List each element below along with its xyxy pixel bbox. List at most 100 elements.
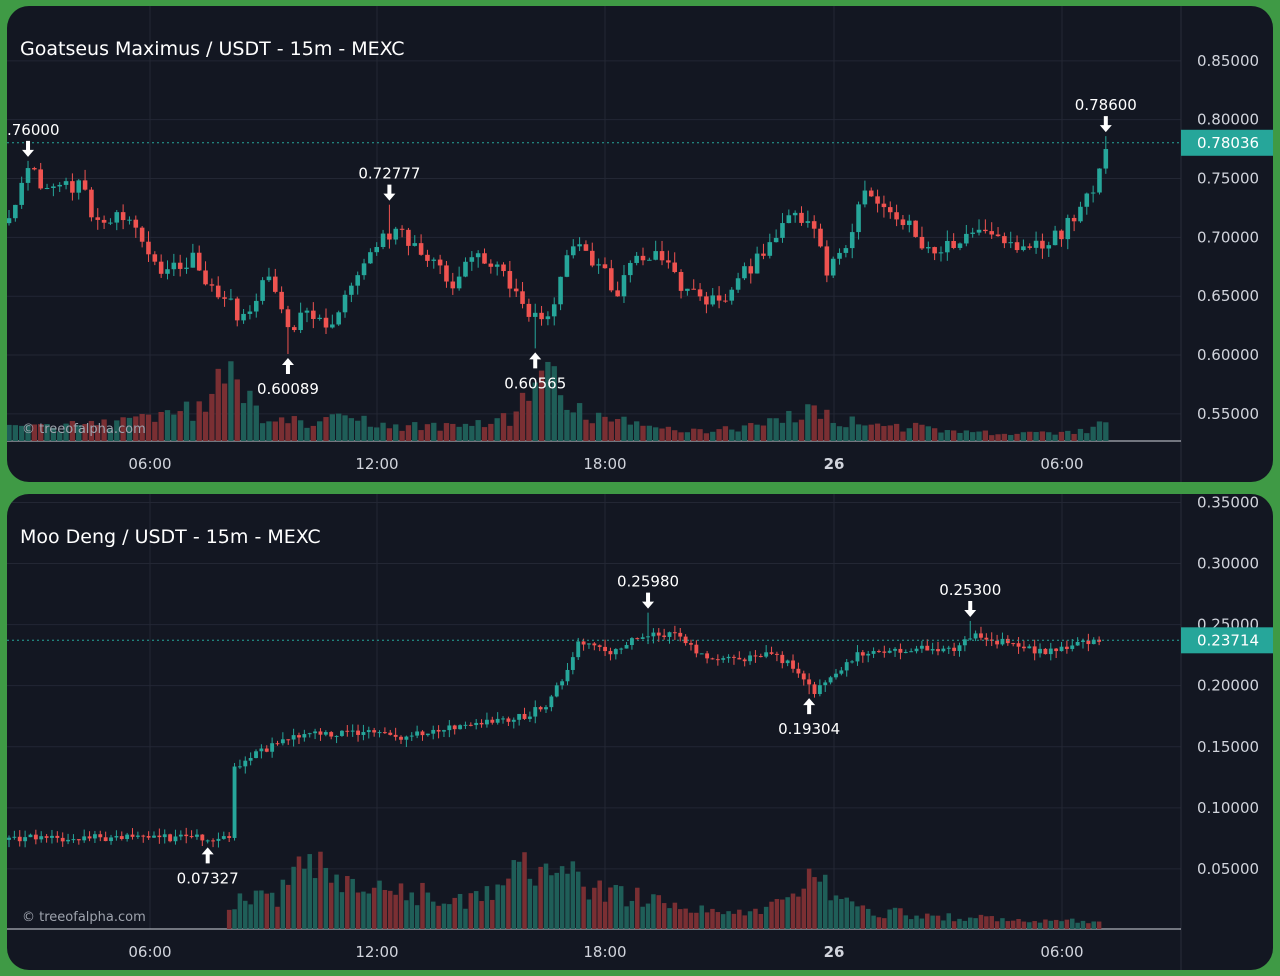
candle <box>372 727 377 737</box>
candle-body <box>558 276 563 305</box>
candle-body <box>1008 242 1014 244</box>
candle-body <box>114 836 119 838</box>
candle-body <box>984 637 989 640</box>
volume-bar <box>469 425 475 441</box>
candle-body <box>248 757 253 761</box>
candle <box>44 834 49 843</box>
candle-body <box>773 237 779 243</box>
candle-body <box>44 187 50 189</box>
candle <box>125 832 130 842</box>
candle <box>735 272 741 293</box>
volume-bar <box>361 891 366 929</box>
candle-body <box>995 234 1001 237</box>
candle-body <box>51 186 56 188</box>
volume-bar <box>699 905 704 929</box>
candle <box>850 660 855 664</box>
volume-bar <box>912 422 919 441</box>
x-tick-label: 12:00 <box>355 455 398 473</box>
candle-body <box>726 656 731 659</box>
candle <box>624 641 629 649</box>
candle <box>356 724 360 742</box>
candle <box>248 752 253 766</box>
volume-bar <box>592 887 597 929</box>
candle <box>517 713 522 726</box>
volume-bar <box>906 428 912 441</box>
candle <box>412 235 418 247</box>
candle <box>984 633 989 647</box>
candle <box>862 180 868 208</box>
arrow-up-icon <box>529 352 542 369</box>
candle <box>913 220 918 238</box>
volume-bar <box>1059 921 1064 929</box>
x-tick-label: 12:00 <box>355 943 398 961</box>
candle <box>447 720 452 738</box>
volume-bar <box>763 906 769 929</box>
candle <box>672 252 677 274</box>
candle <box>12 830 17 840</box>
volume-bar <box>769 901 774 929</box>
goat-candlestick-chart[interactable]: 0.85000 0.80000 0.75000 0.70000 0.65000 0.600… <box>7 6 1273 482</box>
volume-bar <box>456 426 462 441</box>
candle <box>25 160 31 191</box>
candle-body <box>925 645 930 651</box>
volume-bar <box>957 432 963 441</box>
candle-body <box>399 228 405 230</box>
arrow-up-icon <box>281 357 294 374</box>
candle <box>340 730 344 737</box>
volume-bar <box>822 874 828 929</box>
candle-body <box>71 839 76 841</box>
candle-body <box>545 316 551 320</box>
candle <box>490 716 495 725</box>
candle <box>704 291 709 314</box>
candle <box>875 189 880 213</box>
volume-bar <box>1053 919 1059 929</box>
candle-body <box>57 184 63 187</box>
candle-body <box>828 677 833 683</box>
low-value-label: 0.19304 <box>778 720 840 738</box>
high-value-label: 0.25980 <box>617 573 679 591</box>
candle <box>995 227 1001 237</box>
candle <box>527 711 532 722</box>
candle <box>898 643 903 660</box>
candle <box>748 258 754 284</box>
candle <box>334 735 339 744</box>
candle-body <box>544 707 548 710</box>
low-marker: 0.60089 <box>257 357 319 398</box>
candle-body <box>511 719 516 722</box>
volume-bar <box>865 908 871 929</box>
candle-body <box>323 317 329 328</box>
volume-bar <box>506 878 511 929</box>
candle-body <box>570 657 575 670</box>
volume-bar <box>202 411 209 441</box>
candle-body <box>882 651 887 653</box>
candle-body <box>753 655 758 657</box>
candle-body <box>157 835 162 838</box>
volume-bar <box>710 431 716 441</box>
volume-bar <box>914 915 919 929</box>
y-tick-label: 0.05000 <box>1197 860 1259 878</box>
candle-body <box>1043 648 1048 655</box>
volume-bar <box>253 890 259 929</box>
candle <box>754 246 760 274</box>
candle <box>304 307 310 323</box>
candle-body <box>704 296 709 305</box>
candle <box>488 259 494 274</box>
candle <box>302 729 307 742</box>
candle-body <box>662 635 667 637</box>
candle <box>549 694 554 712</box>
candle-body <box>818 228 823 247</box>
moodeng-candlestick-chart[interactable]: 0.350000.300000.250000.200000.150000.100… <box>7 494 1273 970</box>
candle-body <box>205 840 210 842</box>
candle <box>109 834 113 845</box>
volume-bar <box>672 430 678 441</box>
candle <box>1078 201 1083 223</box>
candle <box>87 831 92 842</box>
volume-bar <box>613 884 619 929</box>
moodeng-chart-panel: 0.35000 0.30000 0.25000 0.20000 0.15000 0.100… <box>7 494 1273 970</box>
volume-bar <box>722 426 729 441</box>
candle <box>932 246 937 261</box>
candle <box>769 646 774 655</box>
volume-bar <box>450 423 456 441</box>
volume-bar <box>393 424 399 441</box>
candle <box>130 828 135 840</box>
